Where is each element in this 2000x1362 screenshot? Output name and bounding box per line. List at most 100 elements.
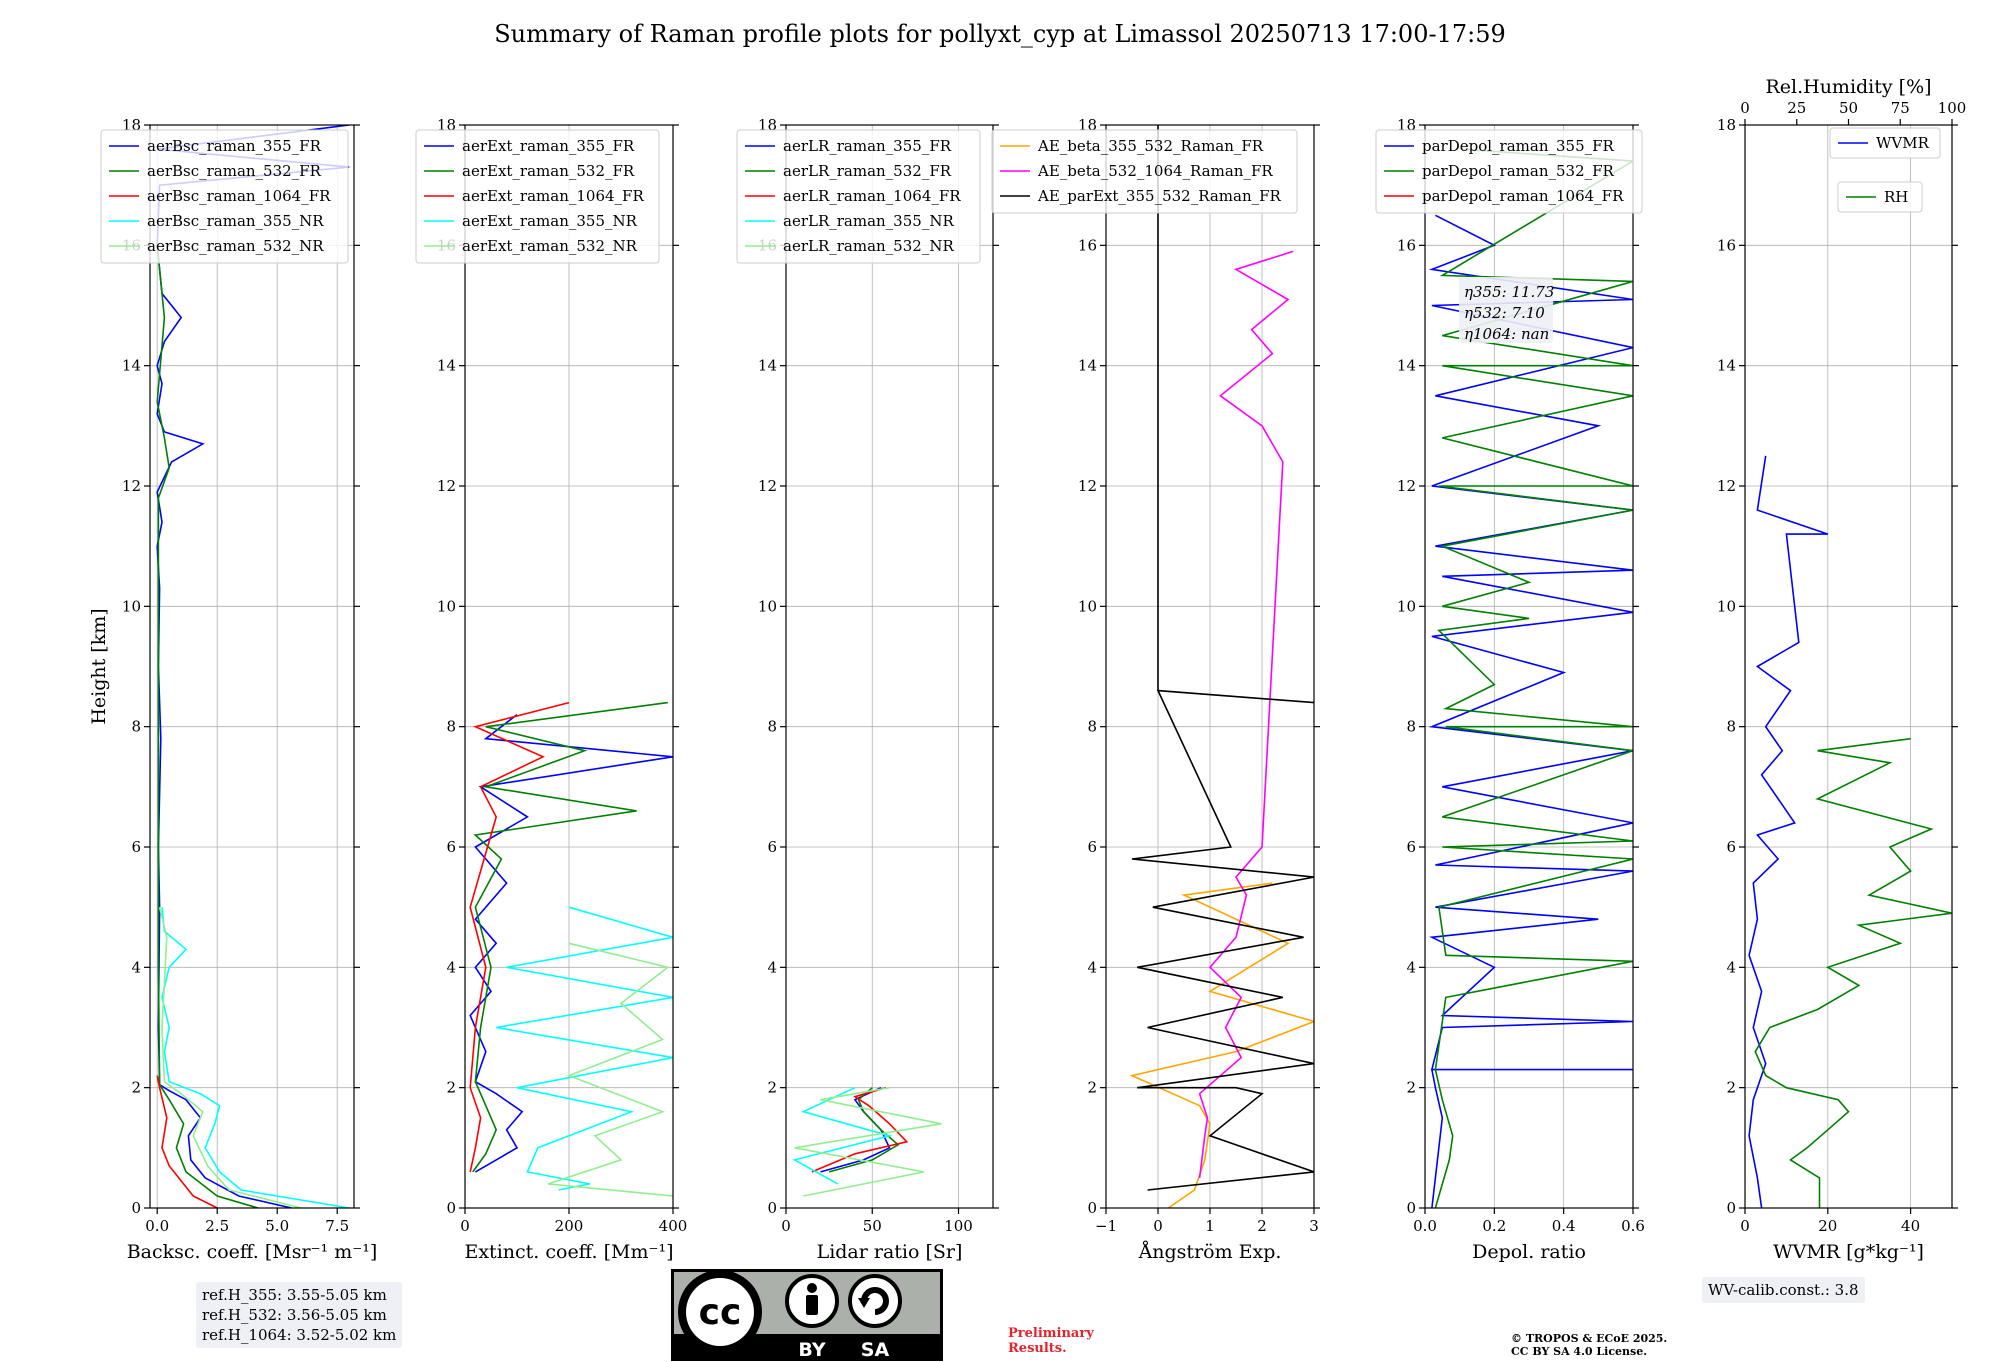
series-line-aerBsc_raman_532_FR [156, 245, 259, 1208]
sa-arrow [858, 1298, 870, 1308]
xtick-label: 200 [555, 1217, 584, 1235]
xtick-label: 40 [1901, 1217, 1920, 1235]
legend-label-aerExt_raman_532_NR: aerExt_raman_532_NR [462, 237, 638, 255]
ytick-label: 6 [131, 838, 141, 856]
legend-label-parDepol_raman_355_FR: parDepol_raman_355_FR [1422, 137, 1615, 155]
series-line-aerExt_raman_532_FR [472, 701, 668, 1173]
series-line-AE_parExt_355_532_Raman_FR [1131, 125, 1314, 1191]
ytick-label: 2 [131, 1079, 141, 1097]
eta-annotation-line: η1064: nan [1464, 325, 1549, 343]
legend-label-aerBsc_raman_355_FR: aerBsc_raman_355_FR [147, 137, 322, 155]
sa-arc [861, 1287, 889, 1315]
ref-height-1064: ref.H_1064: 3.52-5.02 km [202, 1326, 397, 1344]
xaxis-label: Ångström Exp. [1138, 1241, 1282, 1263]
ytick-label: 14 [1078, 357, 1097, 375]
ytick-label: 6 [767, 838, 777, 856]
ytick-label: 0 [131, 1199, 141, 1217]
ytick-label: 8 [131, 718, 141, 736]
ref-heights-box: ref.H_355: 3.55-5.05 km ref.H_532: 3.56-… [196, 1282, 403, 1348]
ytick-label: 0 [1726, 1199, 1736, 1217]
yaxis-label: Height [km] [88, 608, 110, 724]
ytick-label: 10 [437, 597, 456, 615]
copyright-note: © TROPOS & ECoE 2025. CC BY SA 4.0 Licen… [1511, 1332, 1667, 1358]
top-xaxis-label: Rel.Humidity [%] [1765, 76, 1931, 98]
legend-label-AE_beta_532_1064_Raman_FR: AE_beta_532_1064_Raman_FR [1037, 162, 1273, 180]
ytick-label: 4 [1726, 958, 1736, 976]
ytick-label: 10 [1397, 597, 1416, 615]
legend-label-aerLR_raman_1064_FR: aerLR_raman_1064_FR [783, 187, 961, 205]
ytick-label: 2 [1726, 1079, 1736, 1097]
series-line-WVMR [1748, 455, 1829, 1208]
series-line-aerLR_raman_355_NR [792, 1086, 893, 1185]
xtick-label: 400 [659, 1217, 688, 1235]
series-line-aerExt_raman_532_NR [547, 942, 673, 1197]
ytick-label: 8 [1087, 718, 1097, 736]
legend-label-parDepol_raman_1064_FR: parDepol_raman_1064_FR [1422, 187, 1624, 205]
legend-box [991, 129, 1298, 214]
series-line-aerBsc_raman_355_FR [156, 125, 350, 1208]
top-xtick-label: 25 [1787, 99, 1806, 117]
xtick-label: 0 [1740, 1217, 1750, 1235]
series-group [1748, 455, 1952, 1208]
top-xtick-label: 50 [1839, 99, 1858, 117]
xtick-label: 0.6 [1621, 1217, 1645, 1235]
legend-box [1375, 129, 1643, 214]
xtick-label: 1 [1205, 1217, 1215, 1235]
series-line-aerBsc_raman_355_NR [161, 907, 350, 1208]
cc-logo-text: cc [699, 1292, 742, 1333]
ytick-label: 12 [1717, 477, 1736, 495]
xaxis-label: Depol. ratio [1472, 1241, 1586, 1263]
legend-box [100, 129, 349, 264]
legend-label-aerExt_raman_1064_FR: aerExt_raman_1064_FR [462, 187, 644, 205]
ytick-label: 12 [122, 477, 141, 495]
eta-annotation-line: η532: 7.10 [1464, 304, 1545, 322]
ytick-label: 12 [1078, 477, 1097, 495]
ref-height-532: ref.H_532: 3.56-5.05 km [202, 1306, 387, 1324]
xtick-label: 20 [1818, 1217, 1837, 1235]
panel-extinction: 0246810121416180200400Extinct. coeff. [M… [415, 116, 688, 1263]
legend-box [415, 129, 660, 264]
xaxis-label: Lidar ratio [Sr] [817, 1241, 963, 1263]
ytick-label: 14 [758, 357, 777, 375]
eta-annotation-box [1459, 277, 1553, 343]
legend-label-aerLR_raman_532_FR: aerLR_raman_532_FR [783, 162, 952, 180]
ytick-label: 2 [1087, 1079, 1097, 1097]
legend-label-parDepol_raman_532_FR: parDepol_raman_532_FR [1422, 162, 1615, 180]
cc-by-sa-badge: cc BY SA [671, 1269, 943, 1361]
ytick-label: 14 [1717, 357, 1736, 375]
xtick-label: −1 [1095, 1217, 1117, 1235]
series-group [1129, 125, 1314, 1208]
xtick-label: 2 [1257, 1217, 1267, 1235]
top-xtick-label: 0 [1740, 99, 1750, 117]
ytick-label: 8 [767, 718, 777, 736]
ytick-label: 10 [1078, 597, 1097, 615]
legend-label-aerLR_raman_355_FR: aerLR_raman_355_FR [783, 137, 952, 155]
series-line-aerLR_raman_1064_FR [811, 1086, 909, 1173]
by-label: BY [798, 1339, 825, 1361]
ytick-label: 6 [1087, 838, 1097, 856]
xtick-label: 100 [944, 1217, 973, 1235]
preliminary-note: Preliminary Results. [1008, 1326, 1094, 1356]
xaxis-label: Backsc. coeff. [Msr⁻¹ m⁻¹] [127, 1241, 378, 1263]
by-person-head [807, 1283, 817, 1293]
legend-box [736, 129, 981, 264]
ytick-label: 0 [1087, 1199, 1097, 1217]
legend-label-aerLR_raman_532_NR: aerLR_raman_532_NR [783, 237, 954, 255]
ytick-label: 6 [1406, 838, 1416, 856]
ytick-label: 18 [1717, 116, 1736, 134]
xtick-label: 2.5 [205, 1217, 229, 1235]
ytick-label: 2 [446, 1079, 456, 1097]
series-group [1428, 148, 1633, 1208]
series-group [156, 125, 350, 1208]
eta-annotation-line: η355: 11.73 [1464, 283, 1554, 301]
series-group [469, 701, 673, 1197]
series-line-aerBsc_raman_532_NR [158, 907, 302, 1208]
ytick-label: 12 [437, 477, 456, 495]
ytick-label: 4 [446, 958, 456, 976]
ytick-label: 16 [1397, 236, 1416, 254]
xtick-label: 7.5 [325, 1217, 349, 1235]
series-line-aerLR_raman_532_NR [794, 1086, 942, 1197]
